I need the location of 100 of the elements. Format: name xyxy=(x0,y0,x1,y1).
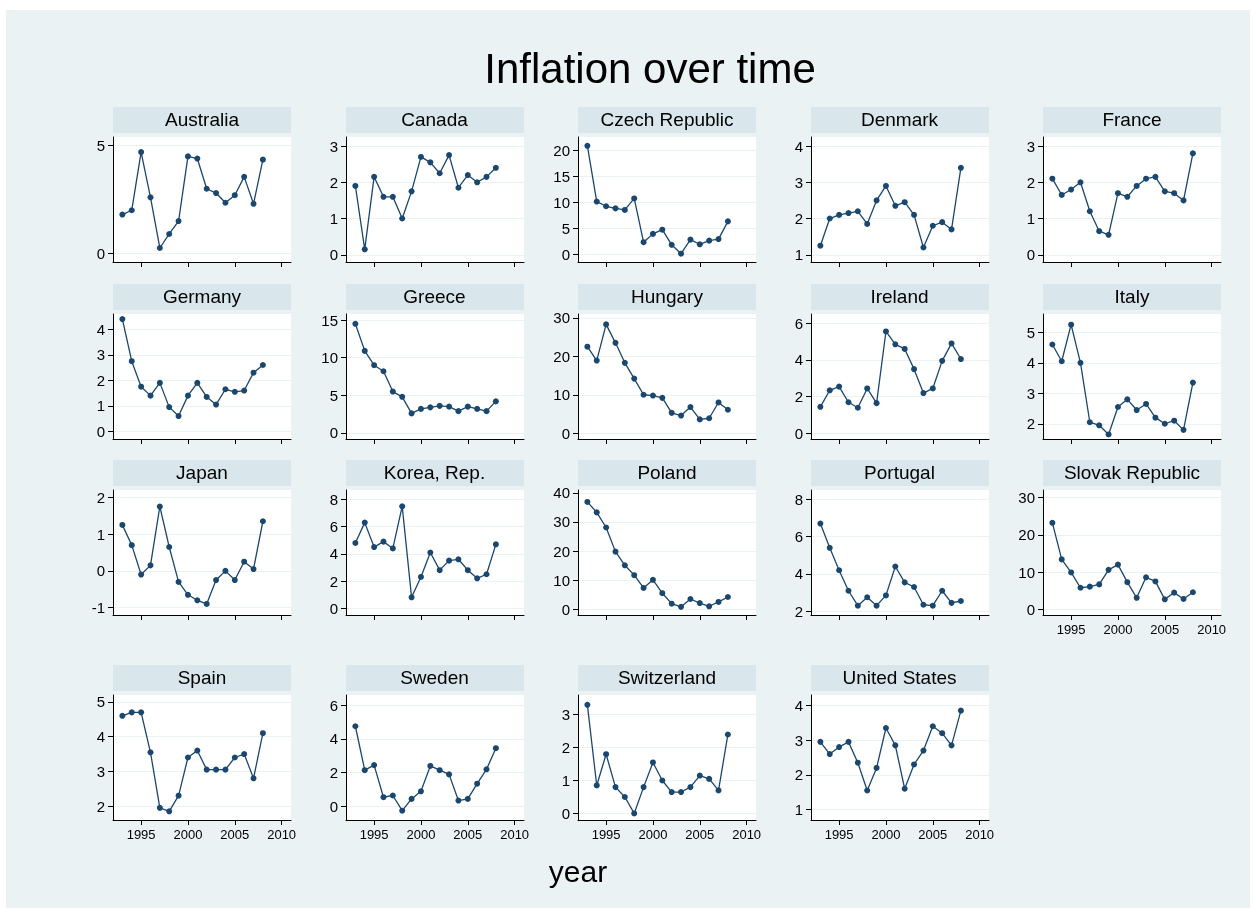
point xyxy=(901,785,908,792)
y-tick-label: 0 xyxy=(329,424,338,442)
x-tick-label: 2000 xyxy=(405,827,435,842)
y-tick-label: 3 xyxy=(1026,384,1035,402)
point xyxy=(854,602,861,609)
point xyxy=(919,390,926,397)
point xyxy=(938,357,945,364)
y-tick-label: 4 xyxy=(794,696,803,714)
point xyxy=(678,412,685,419)
point xyxy=(138,571,145,578)
point xyxy=(882,724,889,731)
chart-title: Poland xyxy=(578,460,756,486)
point xyxy=(816,242,823,249)
chart-title: Hungary xyxy=(578,284,756,310)
y-tick-label: 2 xyxy=(794,388,803,406)
chart-title: France xyxy=(1043,107,1221,133)
point xyxy=(389,545,396,552)
y-tick-label: 0 xyxy=(561,245,570,263)
y-tick-label: 10 xyxy=(320,349,338,367)
point xyxy=(621,206,628,213)
point xyxy=(351,320,358,327)
point xyxy=(473,179,480,186)
point xyxy=(194,597,201,604)
y-tick-label: 0 xyxy=(561,424,570,442)
point xyxy=(1096,422,1103,429)
point xyxy=(668,789,675,796)
y-tick-label: 5 xyxy=(96,137,105,155)
point xyxy=(715,399,722,406)
point xyxy=(863,594,870,601)
y-tick-label: 3 xyxy=(794,731,803,749)
point xyxy=(835,383,842,390)
y-tick-label: 5 xyxy=(329,386,338,404)
point xyxy=(184,754,191,761)
point xyxy=(910,366,917,373)
point xyxy=(454,556,461,563)
point xyxy=(379,538,386,545)
chart-title: Denmark xyxy=(810,107,989,133)
point xyxy=(156,244,163,251)
x-tick-label: 2005 xyxy=(685,827,715,842)
point xyxy=(119,521,126,528)
point xyxy=(408,594,415,601)
point xyxy=(706,775,713,782)
point xyxy=(473,780,480,787)
x-tick-label: 1995 xyxy=(1056,622,1086,637)
point xyxy=(1189,589,1196,596)
y-tick-label: 6 xyxy=(329,518,338,536)
x-tick-label: 2010 xyxy=(732,827,762,842)
point xyxy=(631,195,638,202)
point xyxy=(445,403,452,410)
point xyxy=(166,404,173,411)
point xyxy=(910,211,917,218)
point xyxy=(1124,396,1131,403)
chart-title: Germany xyxy=(113,284,291,310)
y-tick-label: 3 xyxy=(561,706,570,724)
point xyxy=(1105,431,1112,438)
point xyxy=(351,182,358,189)
point xyxy=(844,210,851,217)
point xyxy=(612,339,619,346)
point xyxy=(1124,579,1131,586)
point xyxy=(361,246,368,253)
point xyxy=(649,576,656,583)
point xyxy=(668,241,675,248)
point xyxy=(584,498,591,505)
point xyxy=(603,321,610,328)
point xyxy=(166,543,173,550)
point xyxy=(128,207,135,214)
point xyxy=(1086,583,1093,590)
point xyxy=(389,388,396,395)
y-tick-label: 2 xyxy=(794,210,803,228)
y-tick-label: 0 xyxy=(561,804,570,822)
point xyxy=(119,316,126,323)
chart-title: Canada xyxy=(345,107,524,133)
y-tick-label: 0 xyxy=(1026,600,1035,618)
point xyxy=(166,230,173,237)
point xyxy=(724,406,731,413)
point xyxy=(464,172,471,179)
point xyxy=(706,237,713,244)
point xyxy=(659,226,666,233)
point xyxy=(724,218,731,225)
y-tick-label: 3 xyxy=(794,173,803,191)
point xyxy=(138,383,145,390)
point xyxy=(1114,403,1121,410)
point xyxy=(379,794,386,801)
point xyxy=(678,250,685,257)
point xyxy=(863,385,870,392)
point xyxy=(351,723,358,730)
point xyxy=(259,156,266,163)
point xyxy=(1068,569,1075,576)
point xyxy=(445,771,452,778)
point xyxy=(175,578,182,585)
chart-title: Japan xyxy=(113,460,291,486)
x-tick-label: 2005 xyxy=(220,827,250,842)
point xyxy=(250,566,257,573)
point xyxy=(844,399,851,406)
point xyxy=(213,190,220,197)
chart-title: Slovak Republic xyxy=(1043,460,1221,486)
point xyxy=(687,596,694,603)
point xyxy=(706,415,713,422)
point xyxy=(213,766,220,773)
x-tick-label: 1995 xyxy=(824,827,854,842)
